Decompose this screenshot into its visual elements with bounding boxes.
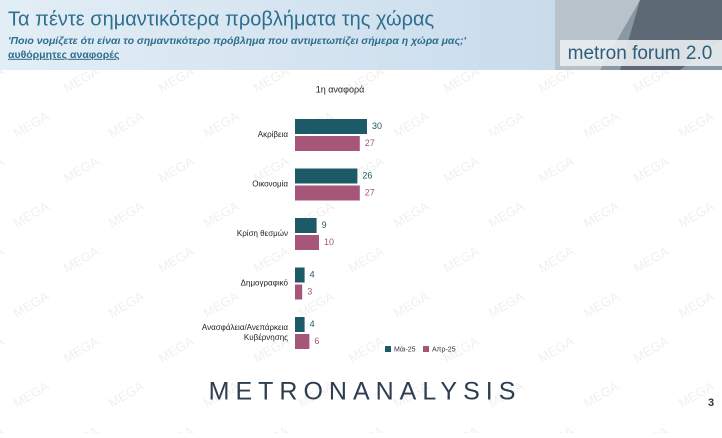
question: 'Ποιο νομίζετε ότι είναι το σημαντικότερ… (8, 35, 467, 47)
chart-title: 1η αναφορά (316, 84, 365, 94)
slide-title: Τα πέντε σημαντικότερα προβλήματα της χώ… (8, 8, 435, 30)
logo-plate (560, 40, 722, 66)
category-label: Ακρίβεια (258, 130, 289, 139)
chart: Ακρίβεια 30 27 Οικονομία 26 27 Κρίση θεσμών 9 10… (202, 119, 456, 353)
value-label: 10 (324, 237, 334, 247)
value-label: 9 (322, 220, 327, 230)
bar (295, 168, 358, 184)
category-label: Ανασφάλεια/Ανεπάρκεια Κυβέρνησης (202, 323, 288, 342)
footer-brand: METRONANALYSIS (209, 378, 522, 406)
value-label: 6 (314, 336, 319, 346)
page-number: 3 (708, 397, 714, 409)
value-label: 30 (372, 121, 382, 131)
bar (295, 218, 317, 233)
legend-swatch (385, 346, 391, 352)
value-label: 4 (310, 319, 315, 329)
category-label: Δημογραφικό (241, 279, 289, 288)
note: αυθόρμητες αναφορές (8, 49, 120, 61)
bar (295, 317, 305, 332)
logo-text: metron forum 2.0 (568, 43, 713, 64)
category-label: Οικονομία (252, 180, 288, 189)
bar (295, 185, 360, 201)
bar (295, 235, 319, 250)
header-band (0, 0, 555, 70)
value-label: 27 (365, 138, 375, 148)
bar (295, 119, 367, 134)
legend-label: Μάι-25 (394, 345, 416, 353)
category-label: Κρίση θεσμών (237, 229, 288, 238)
bar (295, 136, 360, 151)
value-label: 3 (307, 286, 312, 296)
bar (295, 334, 310, 349)
legend-label: Απρ-25 (432, 346, 456, 353)
bar (295, 284, 303, 300)
bar (295, 267, 305, 283)
value-label: 27 (365, 187, 375, 197)
value-label: 4 (310, 269, 315, 279)
value-label: 26 (362, 170, 372, 180)
legend-swatch (423, 346, 429, 352)
